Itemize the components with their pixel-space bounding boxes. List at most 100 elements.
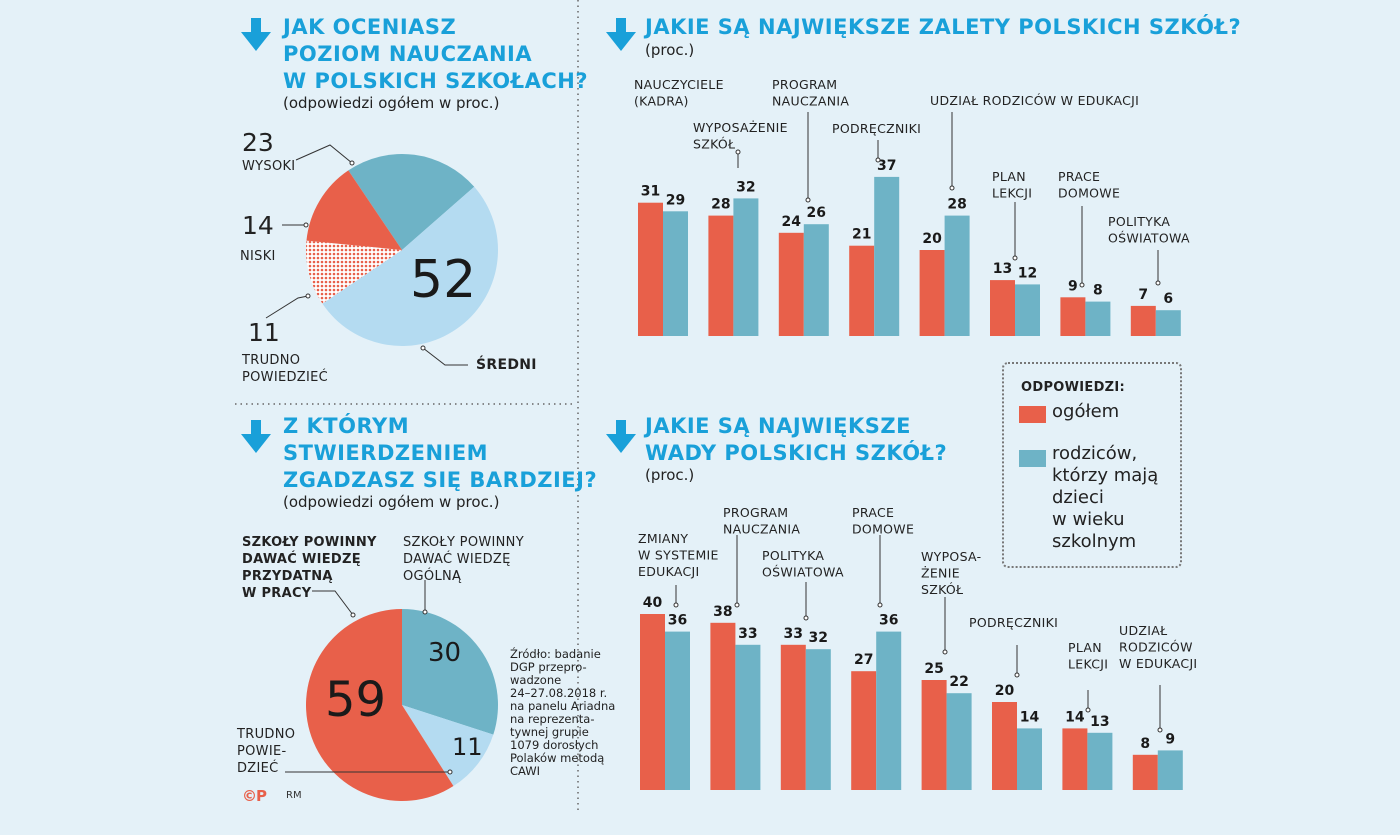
category-label: SZKÓŁ	[921, 582, 963, 597]
value-label-overall-4: 20	[922, 231, 942, 247]
bar-overall-0	[638, 202, 663, 336]
arrow-down-icon	[605, 18, 637, 52]
value-label-overall-4: 25	[924, 661, 943, 677]
pie-chart-statement	[285, 580, 498, 801]
category-label: OŚWIATOWA	[1108, 231, 1190, 246]
leader-dot	[877, 602, 883, 608]
q1-subtitle: (odpowiedzi ogółem w proc.)	[283, 94, 500, 112]
leader-dot	[1079, 282, 1085, 288]
pie2-label-praca: SZKOŁY POWINNY DAWAĆ WIEDZĘ PRZYDATNĄ W PRA…	[242, 535, 377, 601]
category-label: DOMOWE	[1058, 186, 1120, 201]
value-label-parents-4: 28	[947, 197, 966, 213]
bar-overall-7	[1130, 305, 1156, 336]
bar-parents-5	[1017, 728, 1042, 790]
bar-overall-5	[990, 280, 1015, 336]
legend-label-parents: rodziców, którzy mają dzieci w wieku szkolny…	[1052, 443, 1159, 552]
pie1-slice-trudno	[306, 240, 402, 304]
q2-title: Z KTÓRYM STWIERDZENIEM ZGADZASZ SIĘ BARDZI…	[283, 414, 598, 492]
value-label-overall-0: 40	[643, 595, 663, 611]
value-label-overall-0: 31	[641, 184, 660, 200]
leader-dot	[1157, 727, 1163, 733]
category-label: WYPOSAŻENIE	[693, 120, 788, 135]
bar-overall-7	[1132, 754, 1158, 790]
value-label-overall-7: 8	[1140, 736, 1150, 752]
bar-overall-5	[992, 702, 1017, 790]
leader-dot	[803, 615, 809, 621]
leader-dot	[1085, 707, 1091, 713]
publisher-logo: ©P	[242, 787, 267, 805]
pie1-label-niski: NISKI	[240, 249, 276, 264]
bar-parents-2	[803, 224, 829, 336]
bar-overall-0	[640, 614, 665, 790]
pie1-label-sredni: ŚREDNI	[476, 357, 537, 373]
category-label: PROGRAM	[723, 505, 788, 520]
category-label: PODRĘCZNIKI	[832, 121, 921, 136]
author-credit: RM	[286, 790, 302, 801]
bar-parents-5	[1015, 284, 1040, 336]
legend-swatch-parents	[1019, 450, 1046, 467]
pie2-slice-praca	[306, 609, 454, 801]
bar-overall-4	[921, 680, 947, 790]
pie1-slice-sredni	[322, 186, 498, 346]
pie1-slice-wysoki	[348, 153, 475, 250]
category-label: DOMOWE	[852, 522, 914, 537]
pie2-label-praca-value: 59	[325, 672, 387, 728]
category-label: UDZIAŁ RODZICÓW W EDUKACJI	[930, 93, 1139, 108]
value-label-parents-5: 14	[1020, 709, 1040, 725]
value-label-overall-5: 20	[995, 683, 1015, 699]
legend-label-overall: ogółem	[1052, 401, 1120, 422]
leader-dot	[1155, 280, 1161, 286]
value-label-overall-2: 24	[782, 214, 802, 230]
category-label: LEKCJI	[992, 186, 1032, 201]
bar-overall-6	[1060, 297, 1086, 336]
value-label-parents-4: 22	[949, 674, 968, 690]
category-label: NAUCZANIA	[772, 94, 849, 109]
bar-parents-3	[876, 631, 902, 790]
bar-parents-2	[805, 649, 831, 790]
category-label: W EDUKACJI	[1119, 656, 1197, 671]
bar-overall-6	[1062, 728, 1088, 790]
bar-overall-4	[919, 250, 945, 336]
bar-overall-1	[710, 622, 736, 790]
value-label-parents-0: 36	[668, 613, 687, 629]
pie2-slice-ogolna	[402, 609, 498, 735]
category-label: (KADRA)	[634, 94, 689, 109]
value-label-overall-7: 7	[1138, 287, 1148, 303]
q2-subtitle: (odpowiedzi ogółem w proc.)	[283, 493, 500, 511]
value-label-overall-5: 13	[993, 261, 1012, 277]
leader-dot	[805, 197, 811, 203]
value-label-parents-3: 37	[877, 158, 896, 174]
bar-parents-4	[946, 693, 972, 790]
value-label-parents-5: 12	[1018, 265, 1037, 281]
category-label: POLITYKA	[1108, 214, 1170, 229]
bar-overall-1	[708, 215, 734, 336]
pie2-label-trudno: TRUDNO POWIE- DZIEĆ	[237, 727, 296, 776]
leader-dot	[949, 185, 955, 191]
bar-parents-1	[733, 198, 759, 336]
value-label-overall-6: 14	[1065, 709, 1085, 725]
pie1-label-wysoki-value: 23	[242, 128, 274, 157]
bar-parents-4	[944, 215, 970, 336]
category-label: ZMIANY	[638, 531, 688, 546]
value-label-overall-1: 38	[713, 604, 732, 620]
pie2-slice-trudno	[402, 705, 494, 787]
bar-parents-1	[735, 644, 761, 790]
bar-parents-0	[663, 211, 688, 336]
arrow-down-icon	[605, 420, 637, 454]
category-label: NAUCZANIA	[723, 522, 800, 537]
bar-parents-0	[665, 631, 690, 790]
category-label: W SYSTEMIE	[638, 548, 719, 563]
category-label: EDUKACJI	[638, 564, 699, 579]
value-label-parents-7: 9	[1165, 731, 1175, 747]
pie1-label-sredni-value: 52	[410, 250, 477, 310]
value-label-overall-3: 21	[852, 227, 871, 243]
value-label-parents-6: 13	[1090, 714, 1109, 730]
leader-dot	[875, 157, 881, 163]
category-label: ŻENIE	[921, 566, 960, 581]
zalety-title: JAKIE SĄ NAJWIĘKSZE ZALETY POLSKICH SZKÓ…	[645, 15, 1242, 39]
bar-overall-3	[849, 245, 875, 336]
bar-parents-3	[874, 176, 900, 336]
category-label: LEKCJI	[1068, 657, 1108, 672]
pie1-label-niski-value: 14	[242, 211, 274, 240]
